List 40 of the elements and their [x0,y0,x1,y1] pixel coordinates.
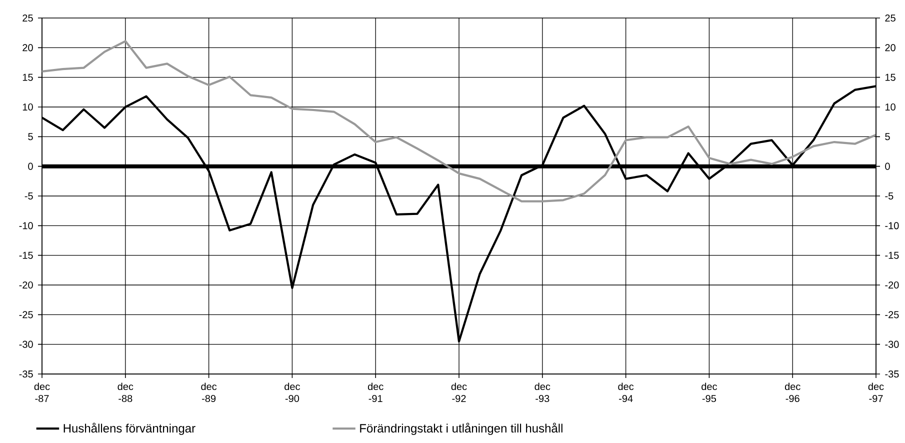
y-tick-label: -30 [885,340,899,348]
x-tick-label: dec -92 [451,382,467,402]
legend-label: Hushållens förväntningar [64,422,196,435]
y-tick-label: 15 [885,74,896,81]
y-tick-label: -25 [885,311,899,318]
y2-tick-label: -25 [19,311,33,318]
y-tick-label: -10 [885,222,899,230]
x-tick-label: dec -89 [201,382,217,402]
x-tick-label: dec -90 [284,382,300,402]
x-tick-label: dec -87 [34,382,50,402]
y2-tick-label: -5 [24,192,33,200]
y-tick-label: 25 [885,14,896,22]
y2-tick-label: 25 [22,14,33,22]
y2-tick-label: -15 [19,252,33,259]
y2-tick-label: 15 [22,74,33,81]
x-tick-label: dec -88 [118,382,134,402]
y2-tick-label: 10 [22,103,33,111]
line-series [42,40,876,202]
y2-tick-label: 20 [22,44,33,52]
y-tick-label: 0 [885,162,890,170]
y-tick-label: -15 [885,252,899,259]
y2-tick-label: -20 [19,281,33,289]
y-tick-label: 10 [885,103,896,111]
y2-tick-label: 0 [28,162,33,170]
y-tick-label: -20 [885,281,899,289]
x-tick-label: dec -94 [618,382,634,402]
x-tick-label: dec -95 [702,382,717,402]
legend-label: Förändringstakt i utlåningen till hushåll [360,422,562,435]
y2-tick-label: -30 [19,340,33,348]
x-tick-label: dec -96 [784,382,800,402]
x-tick-label: dec -97 [868,382,884,402]
y-tick-label: -35 [885,370,899,378]
y2-tick-label: -35 [19,370,33,378]
y2-tick-label: 5 [28,133,33,140]
y-tick-label: -5 [885,192,894,200]
y-tick-label: 20 [885,44,896,52]
x-tick-label: dec -93 [534,382,550,402]
x-tick-label: dec -91 [368,382,384,402]
y2-tick-label: -10 [19,222,33,230]
y-tick-label: 5 [885,133,890,140]
